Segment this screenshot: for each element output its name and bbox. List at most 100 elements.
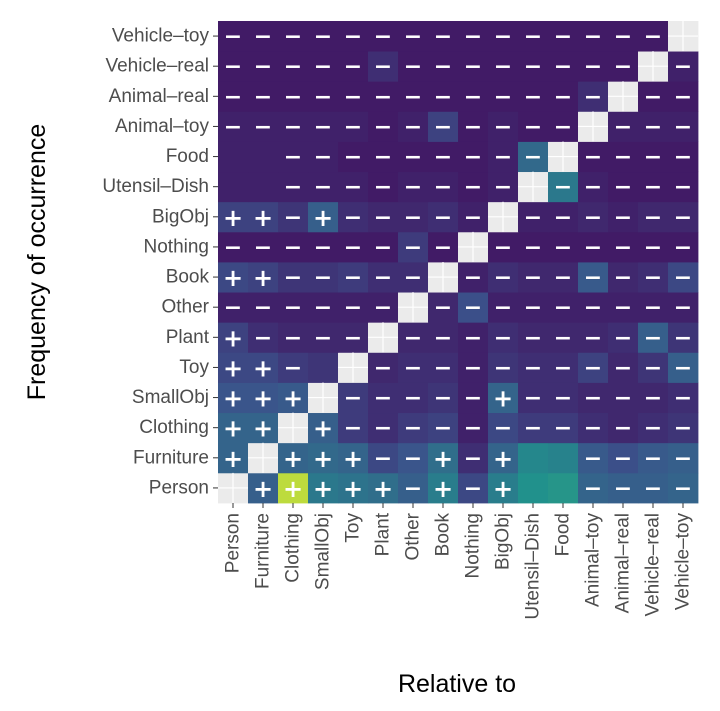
heatmap-cell <box>278 171 309 203</box>
y-tick-label: Vehicle–real <box>105 56 209 77</box>
significance-sign: − <box>344 55 362 80</box>
heatmap-cell <box>518 352 549 383</box>
heatmap-cell <box>308 292 339 323</box>
significance-sign: − <box>254 296 272 321</box>
heatmap-cell <box>458 262 489 293</box>
significance-sign: − <box>374 115 392 140</box>
heatmap-cell <box>278 382 309 414</box>
heatmap-cell <box>548 352 579 383</box>
significance-sign: − <box>674 115 692 140</box>
significance-signs: + + + + + − + − + − − − −+ + + + − − + − + − − − −+ + + − − − − − − − − − − −… <box>223 25 692 503</box>
heatmap-cell <box>338 201 369 233</box>
significance-sign: − <box>524 205 542 230</box>
heatmap-cell <box>278 21 309 52</box>
significance-sign: + <box>223 445 243 473</box>
heatmap-cell <box>398 231 429 263</box>
significance-sign: − <box>404 175 422 200</box>
heatmap-cell <box>548 21 579 52</box>
significance-sign: − <box>614 386 632 411</box>
significance-sign: − <box>374 446 392 471</box>
significance-sign: − <box>614 266 632 291</box>
significance-sign: − <box>674 55 692 80</box>
heatmap-cell <box>578 472 609 504</box>
significance-sign: − <box>584 175 602 200</box>
heatmap-cell <box>398 442 429 474</box>
heatmap-cell <box>338 51 369 82</box>
heatmap-cell <box>668 382 699 414</box>
significance-sign: − <box>284 296 302 321</box>
significance-sign: + <box>343 475 363 503</box>
heatmap-cell <box>518 412 549 444</box>
significance-sign: − <box>554 25 572 50</box>
heatmap-cell <box>278 322 309 353</box>
significance-sign: − <box>284 356 302 381</box>
heatmap-cell <box>548 231 579 263</box>
significance-sign: − <box>224 25 242 50</box>
y-tick-label: Clothing <box>139 417 209 438</box>
heatmap-cell <box>338 442 369 474</box>
heatmap-cell <box>458 171 489 203</box>
significance-sign: + <box>253 385 273 413</box>
y-tick-label: Nothing <box>144 236 210 257</box>
significance-sign: − <box>224 55 242 80</box>
significance-sign: − <box>254 85 272 110</box>
significance-sign: − <box>494 145 512 170</box>
significance-sign: − <box>344 266 362 291</box>
heatmap-cell <box>398 352 429 383</box>
significance-sign: − <box>614 416 632 441</box>
significance-sign: − <box>494 115 512 140</box>
significance-sign: − <box>404 205 422 230</box>
heatmap-cell <box>218 231 249 263</box>
significance-sign: − <box>344 326 362 351</box>
significance-sign: + <box>493 475 513 503</box>
heatmap-cell <box>668 51 699 82</box>
x-tick-label: Book <box>433 513 454 557</box>
significance-sign: − <box>584 386 602 411</box>
significance-sign: − <box>374 85 392 110</box>
heatmap-cell <box>248 81 279 112</box>
significance-sign: − <box>494 235 512 260</box>
heatmap-cell <box>638 352 669 383</box>
y-tick-label: Book <box>166 267 210 288</box>
significance-sign: − <box>614 55 632 80</box>
significance-sign: − <box>344 115 362 140</box>
heatmap-cell <box>428 141 459 173</box>
significance-sign: − <box>464 25 482 50</box>
heatmap-cell <box>338 262 369 293</box>
heatmap-cell <box>488 51 519 82</box>
significance-sign: − <box>674 145 692 170</box>
significance-sign: − <box>494 296 512 321</box>
heatmap-cell <box>428 171 459 203</box>
heatmap-cell <box>278 111 309 142</box>
heatmap-cell <box>668 231 699 263</box>
heatmap-cell <box>488 231 519 263</box>
significance-sign: − <box>404 145 422 170</box>
heatmap-cell <box>578 262 609 293</box>
significance-sign: − <box>314 55 332 80</box>
significance-sign: − <box>284 55 302 80</box>
heatmap-cell <box>578 81 609 112</box>
heatmap-cell <box>308 141 339 173</box>
heatmap-cell <box>608 21 639 52</box>
significance-sign: − <box>644 326 662 351</box>
heatmap-cell <box>278 262 309 293</box>
significance-sign: − <box>374 386 392 411</box>
heatmap-cell <box>608 472 639 504</box>
significance-sign: − <box>644 175 662 200</box>
significance-sign: − <box>524 55 542 80</box>
heatmap-cell <box>578 352 609 383</box>
heatmap-cell <box>368 231 399 263</box>
heatmap-cell <box>518 262 549 293</box>
significance-sign: − <box>644 266 662 291</box>
significance-sign: − <box>314 145 332 170</box>
heatmap-cell <box>548 51 579 82</box>
significance-sign: − <box>554 296 572 321</box>
heatmap-cell <box>248 21 279 52</box>
significance-sign: − <box>494 326 512 351</box>
significance-sign: − <box>644 25 662 50</box>
heatmap-cell <box>548 382 579 414</box>
significance-sign: − <box>374 356 392 381</box>
y-tick-label: Furniture <box>133 447 209 468</box>
significance-sign: + <box>373 475 393 503</box>
significance-sign: − <box>464 326 482 351</box>
